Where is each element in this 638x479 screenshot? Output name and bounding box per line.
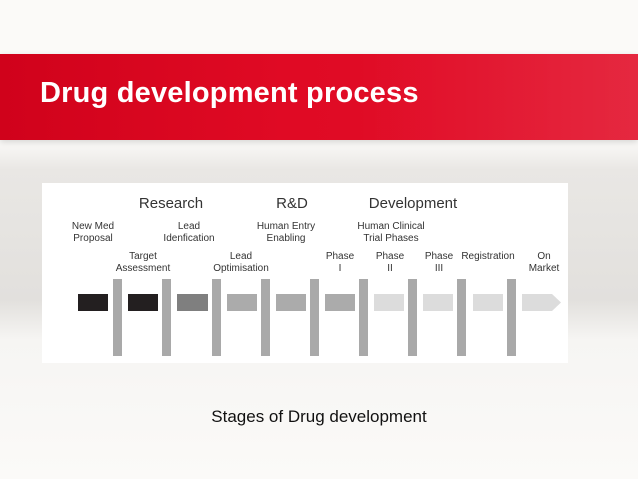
stage-gate: [408, 279, 417, 356]
stage-label-new-med-proposal: New Med Proposal: [71, 221, 115, 244]
stage-label-phase-3: Phase III: [424, 251, 454, 274]
slide-title: Drug development process: [40, 77, 419, 109]
category-r-and-d: R&D: [276, 195, 308, 212]
stage-label-registration: Registration: [461, 251, 515, 262]
stage-label-target-assessment: Target Assessment: [115, 251, 171, 274]
stage-block-lead-optimisation: [227, 294, 257, 311]
stage-label-lead-optimisation: Lead Optimisation: [213, 251, 269, 274]
stage-block-phase-2: [374, 294, 404, 311]
stage-gate: [212, 279, 221, 356]
stage-gate: [310, 279, 319, 356]
stage-block-lead-identification: [177, 294, 208, 311]
stage-gate: [359, 279, 368, 356]
market-arrow-icon: [522, 294, 561, 311]
drug-development-diagram: Research R&D Development New Med Proposa…: [42, 183, 568, 363]
stage-block-phase-3: [423, 294, 453, 311]
title-bar: [0, 54, 638, 140]
stage-gate: [507, 279, 516, 356]
title-bar-shine: [358, 54, 638, 140]
stage-label-phase-1: Phase I: [325, 251, 355, 274]
category-development: Development: [368, 195, 458, 212]
stage-block-human-entry-enabling: [276, 294, 306, 311]
stage-gate: [113, 279, 122, 356]
category-research: Research: [138, 195, 204, 212]
stage-gate: [261, 279, 270, 356]
stage-gate: [162, 279, 171, 356]
stage-block-new-med-proposal: [78, 294, 108, 311]
slide-caption: Stages of Drug development: [211, 407, 427, 426]
stage-block-phase-1: [325, 294, 355, 311]
stage-gate: [457, 279, 466, 356]
stage-label-human-entry-enabling: Human Entry Enabling: [256, 221, 316, 244]
stage-label-phase-2: Phase II: [375, 251, 405, 274]
stage-block-target-assessment: [128, 294, 158, 311]
stage-label-on-market: On Market: [528, 251, 560, 274]
stage-label-human-clinical-trial-phases: Human Clinical Trial Phases: [357, 221, 425, 244]
stage-block-registration: [473, 294, 503, 311]
stage-label-lead-identification: Lead Idenfication: [163, 221, 215, 244]
